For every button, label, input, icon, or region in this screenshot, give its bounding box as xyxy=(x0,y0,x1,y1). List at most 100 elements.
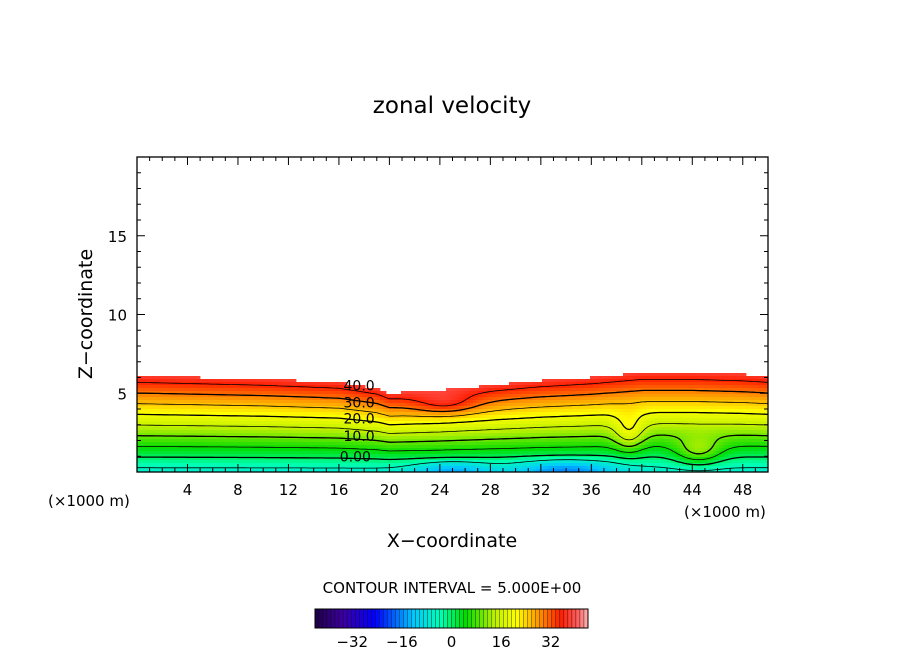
field-cell xyxy=(251,406,255,410)
field-cell xyxy=(305,388,309,392)
field-cell xyxy=(509,424,513,428)
field-cell xyxy=(233,436,237,440)
field-cell xyxy=(413,391,417,395)
field-cell xyxy=(359,430,363,434)
field-cell xyxy=(161,397,165,401)
field-cell xyxy=(392,439,396,443)
field-cell xyxy=(323,412,327,416)
field-cell xyxy=(458,430,462,434)
field-cell xyxy=(551,430,555,434)
field-cell xyxy=(266,436,270,440)
field-cell xyxy=(431,394,435,398)
field-cell xyxy=(344,418,348,422)
field-cell xyxy=(416,400,420,404)
field-cell xyxy=(458,433,462,437)
field-cell xyxy=(533,397,537,401)
field-cell xyxy=(383,433,387,437)
field-cell xyxy=(332,439,336,443)
field-cell xyxy=(602,382,606,386)
field-cell xyxy=(281,418,285,422)
field-cell xyxy=(596,442,600,446)
field-cell xyxy=(326,463,330,467)
field-cell xyxy=(521,442,525,446)
field-cell xyxy=(173,388,177,392)
field-cell xyxy=(503,421,507,425)
field-cell xyxy=(341,448,345,452)
field-cell xyxy=(629,373,633,377)
field-cell xyxy=(170,382,174,386)
field-cell xyxy=(233,457,237,461)
field-cell xyxy=(140,412,144,416)
field-cell xyxy=(380,460,384,464)
field-cell xyxy=(518,403,522,407)
field-cell xyxy=(497,427,501,431)
field-cell xyxy=(317,463,321,467)
field-cell xyxy=(527,394,531,398)
field-cell xyxy=(152,436,156,440)
field-cell xyxy=(497,430,501,434)
field-cell xyxy=(575,430,579,434)
field-cell xyxy=(143,463,147,467)
field-cell xyxy=(335,391,339,395)
field-cell xyxy=(443,436,447,440)
field-cell xyxy=(137,469,141,472)
field-cell xyxy=(320,460,324,464)
field-cell xyxy=(596,376,600,380)
field-cell xyxy=(608,433,612,437)
field-cell xyxy=(470,421,474,425)
field-cell xyxy=(455,454,459,458)
field-cell xyxy=(614,421,618,425)
field-cell xyxy=(566,457,570,461)
field-cell xyxy=(380,454,384,458)
field-cell xyxy=(611,469,615,472)
field-cell xyxy=(296,421,300,425)
field-cell xyxy=(425,412,429,416)
field-cell xyxy=(431,448,435,452)
field-cell xyxy=(593,379,597,383)
field-cell xyxy=(368,397,372,401)
field-cell xyxy=(146,394,150,398)
field-cell xyxy=(239,397,243,401)
field-cell xyxy=(437,400,441,404)
field-cell xyxy=(413,406,417,410)
field-cell xyxy=(488,463,492,467)
field-cell xyxy=(395,439,399,443)
field-cell xyxy=(251,418,255,422)
field-cell xyxy=(608,421,612,425)
field-cell xyxy=(536,439,540,443)
field-cell xyxy=(269,418,273,422)
field-cell xyxy=(320,463,324,467)
field-cell xyxy=(263,412,267,416)
field-cell xyxy=(485,418,489,422)
field-cell xyxy=(389,394,393,398)
field-cell xyxy=(419,424,423,428)
field-cell xyxy=(569,412,573,416)
field-cell xyxy=(218,448,222,452)
field-cell xyxy=(173,400,177,404)
field-cell xyxy=(431,466,435,470)
field-cell xyxy=(530,400,534,404)
field-cell xyxy=(209,442,213,446)
field-cell xyxy=(236,391,240,395)
field-cell xyxy=(443,394,447,398)
field-cell xyxy=(416,460,420,464)
field-cell xyxy=(584,442,588,446)
field-cell xyxy=(257,406,261,410)
field-cell xyxy=(221,409,225,413)
field-cell xyxy=(500,433,504,437)
field-cell xyxy=(194,400,198,404)
field-cell xyxy=(485,451,489,455)
field-cell xyxy=(488,391,492,395)
field-cell xyxy=(482,421,486,425)
field-cell xyxy=(242,415,246,419)
field-cell xyxy=(443,391,447,395)
field-cell xyxy=(347,415,351,419)
field-cell xyxy=(278,445,282,449)
field-cell xyxy=(173,406,177,410)
field-cell xyxy=(311,442,315,446)
field-cell xyxy=(635,373,639,377)
field-cell xyxy=(491,412,495,416)
field-cell xyxy=(314,421,318,425)
field-cell xyxy=(437,424,441,428)
field-cell xyxy=(197,397,201,401)
